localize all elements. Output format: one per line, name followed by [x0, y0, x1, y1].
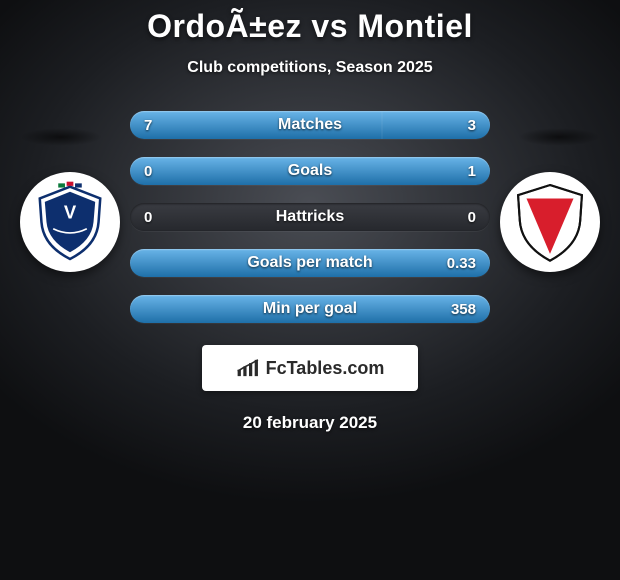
team-crest-right [500, 172, 600, 272]
avatar-shadow-right [518, 128, 600, 146]
stat-row: Goals per match0.33 [130, 249, 490, 277]
independiente-crest-icon [508, 180, 592, 264]
subtitle: Club competitions, Season 2025 [187, 59, 432, 77]
velez-crest-icon: V [28, 180, 112, 264]
stats-container: 7Matches30Goals10Hattricks0Goals per mat… [130, 111, 490, 323]
stat-label: Goals per match [130, 254, 490, 272]
stat-value-right: 3 [468, 117, 476, 134]
team-crest-left: V [20, 172, 120, 272]
stat-value-right: 358 [451, 301, 476, 318]
stat-label: Goals [130, 162, 490, 180]
stat-label: Hattricks [130, 208, 490, 226]
stat-row: 0Goals1 [130, 157, 490, 185]
stat-value-right: 1 [468, 163, 476, 180]
avatar-shadow-left [20, 128, 102, 146]
stat-value-right: 0.33 [447, 255, 476, 272]
stat-value-right: 0 [468, 209, 476, 226]
watermark: FcTables.com [202, 345, 418, 391]
stat-row: Min per goal358 [130, 295, 490, 323]
stat-row: 7Matches3 [130, 111, 490, 139]
bar-chart-icon [236, 358, 262, 378]
stat-label: Matches [130, 116, 490, 134]
page-title: OrdoÃ±ez vs Montiel [147, 8, 473, 45]
stat-label: Min per goal [130, 300, 490, 318]
svg-text:V: V [64, 202, 77, 223]
stat-row: 0Hattricks0 [130, 203, 490, 231]
watermark-text: FcTables.com [266, 358, 385, 379]
date-text: 20 february 2025 [243, 413, 377, 433]
